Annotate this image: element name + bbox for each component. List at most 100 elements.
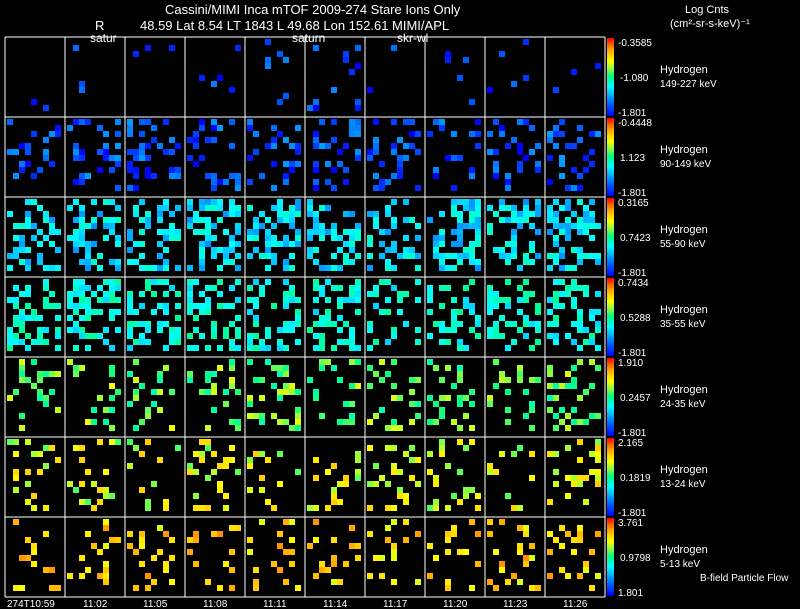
heatmap-cell — [451, 493, 457, 499]
heatmap-cell — [31, 173, 37, 179]
colorbar-mid-label: 0.7423 — [620, 233, 651, 244]
heatmap-cell — [199, 457, 205, 463]
heatmap-cell — [79, 223, 85, 229]
heatmap-cell — [229, 457, 235, 463]
colorbar-min-label: -1.801 — [618, 508, 647, 519]
heatmap-cell — [277, 567, 283, 573]
heatmap-cell — [295, 413, 301, 419]
heatmap-cell — [85, 297, 91, 303]
heatmap-cell — [553, 235, 559, 241]
heatmap-cell — [337, 285, 343, 291]
heatmap-cell — [355, 119, 361, 125]
heatmap-cell — [67, 303, 73, 309]
heatmap-cell — [151, 401, 157, 407]
heatmap-cell — [25, 345, 31, 351]
heatmap-cell — [457, 499, 463, 505]
heatmap-cell — [277, 211, 283, 217]
heatmap-cell — [145, 439, 151, 445]
heatmap-cell — [109, 383, 115, 389]
heatmap-cell — [103, 131, 109, 137]
heatmap-cell — [199, 241, 205, 247]
heatmap-cell — [73, 235, 79, 241]
heatmap-cell — [559, 223, 565, 229]
heatmap-cell — [475, 321, 481, 327]
heatmap-cell — [229, 143, 235, 149]
heatmap-cell — [283, 259, 289, 265]
heatmap-cell — [157, 143, 163, 149]
heatmap-cell — [457, 439, 463, 445]
heatmap-cell — [229, 377, 235, 383]
heatmap-cell — [469, 327, 475, 333]
heatmap-cell — [247, 285, 253, 291]
heatmap-cell — [397, 137, 403, 143]
heatmap-cell — [127, 149, 133, 155]
heatmap-cell — [247, 205, 253, 211]
heatmap-cell — [457, 199, 463, 205]
heatmap-cell — [403, 321, 409, 327]
heatmap-cell — [457, 235, 463, 241]
heatmap-cell — [199, 451, 205, 457]
heatmap-cell — [373, 223, 379, 229]
heatmap-cell — [145, 339, 151, 345]
heatmap-cell — [475, 199, 481, 205]
heatmap-cell — [373, 173, 379, 179]
heatmap-cell — [223, 505, 229, 511]
heatmap-cell — [553, 241, 559, 247]
heatmap-cell — [55, 315, 61, 321]
heatmap-cell — [97, 211, 103, 217]
heatmap-cell — [49, 265, 55, 271]
heatmap-cell — [115, 309, 121, 315]
heatmap-cell — [79, 119, 85, 125]
heatmap-cell — [385, 265, 391, 271]
heatmap-cell — [451, 199, 457, 205]
heatmap-cell — [109, 365, 115, 371]
colorbar-mid-label: 0.2457 — [620, 393, 651, 404]
heatmap-cell — [283, 519, 289, 525]
heatmap-cell — [487, 333, 493, 339]
heatmap-cell — [343, 475, 349, 481]
heatmap-cell — [583, 211, 589, 217]
heatmap-cell — [73, 365, 79, 371]
heatmap-cell — [193, 303, 199, 309]
heatmap-cell — [91, 407, 97, 413]
heatmap-cell — [559, 383, 565, 389]
heatmap-cell — [235, 345, 241, 351]
heatmap-cell — [283, 371, 289, 377]
heatmap-cell — [553, 125, 559, 131]
heatmap-cell — [559, 229, 565, 235]
heatmap-cell — [247, 229, 253, 235]
heatmap-cell — [289, 297, 295, 303]
heatmap-cell — [505, 493, 511, 499]
heatmap-cell — [439, 253, 445, 259]
heatmap-cell — [85, 265, 91, 271]
heatmap-cell — [211, 173, 217, 179]
heatmap-cell — [271, 413, 277, 419]
heatmap-cell — [163, 247, 169, 253]
heatmap-cell — [223, 303, 229, 309]
heatmap-cell — [325, 143, 331, 149]
heatmap-cell — [31, 549, 37, 555]
heatmap-cell — [85, 499, 91, 505]
heatmap-cell — [157, 327, 163, 333]
heatmap-cell — [259, 339, 265, 345]
heatmap-cell — [349, 119, 355, 125]
heatmap-cell — [289, 217, 295, 223]
heatmap-cell — [109, 229, 115, 235]
heatmap-cell — [205, 445, 211, 451]
heatmap-cell — [313, 161, 319, 167]
colorbar-max-label: 0.3165 — [618, 198, 649, 209]
heatmap-cell — [247, 155, 253, 161]
heatmap-cell — [31, 199, 37, 205]
heatmap-cell — [589, 383, 595, 389]
time-tick-label: 11:14 — [323, 599, 348, 609]
heatmap-cell — [439, 265, 445, 271]
heatmap-cell — [265, 235, 271, 241]
heatmap-cell — [193, 505, 199, 511]
heatmap-cell — [7, 297, 13, 303]
heatmap-cell — [43, 279, 49, 285]
heatmap-cell — [517, 265, 523, 271]
heatmap-cell — [349, 131, 355, 137]
heatmap-cell — [169, 333, 175, 339]
heatmap-cell — [91, 309, 97, 315]
heatmap-cell — [349, 419, 355, 425]
